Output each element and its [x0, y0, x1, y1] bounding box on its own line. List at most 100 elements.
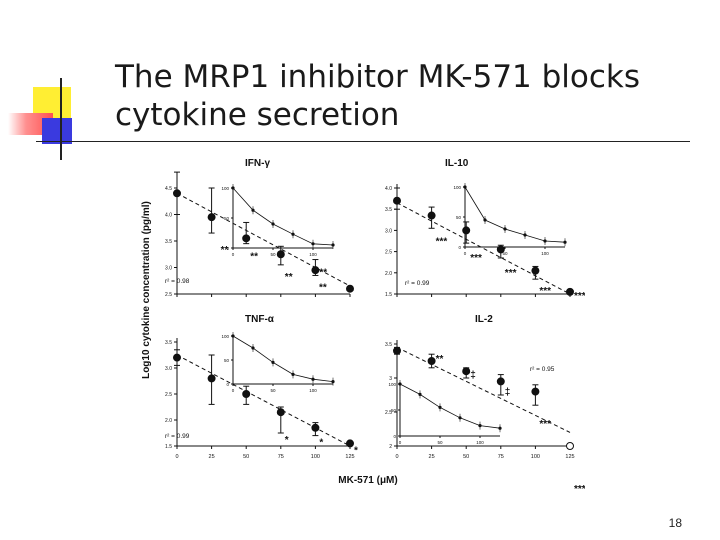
inset-x-tick-label: 100: [309, 388, 317, 393]
inset-data-point: [311, 377, 315, 381]
inset-data-point: [478, 424, 482, 428]
r-squared-label: r² = 0.95: [530, 366, 555, 373]
regression-line: [176, 192, 351, 287]
significance-label: **: [285, 272, 293, 283]
inset-y-tick-label: 50: [224, 216, 230, 221]
y-tick-label: 3.5: [165, 340, 172, 346]
significance-label: ***: [539, 419, 551, 430]
inset-y-tick-label: 0: [458, 245, 461, 250]
r-squared-label: r² = 0.98: [165, 278, 190, 285]
x-tick-label: 50: [463, 454, 469, 460]
chart-panel-2: TNF-α1.52.02.53.03.50 25 50 75 100 125* **r² =…: [165, 314, 358, 460]
inset-data-point: [398, 382, 402, 386]
inset-line: [464, 186, 566, 243]
data-point: [462, 226, 471, 235]
significance-label: *: [354, 445, 358, 456]
x-tick-label: 0: [175, 454, 178, 460]
data-point: [311, 266, 320, 275]
significance-label: ***: [574, 484, 585, 490]
y-tick-label: 3.5: [385, 207, 392, 213]
y-tick-label: 2.0: [165, 418, 172, 424]
inset-y-tick-label: 100: [221, 334, 229, 339]
data-point: [393, 196, 401, 205]
chart-title: IL-2: [475, 314, 493, 325]
significance-label: ***: [539, 286, 551, 297]
inset-chart: 0 50 100 0 50 100: [388, 380, 502, 445]
inset-data-point: [438, 405, 442, 409]
x-tick-label: 75: [498, 454, 504, 460]
y-tick-label: 2: [389, 444, 392, 450]
chart-panel-3: IL-2 2 2.5 3 3.5 0 25 50 75 100 125 ** ‡ ‡ *** *** r² = …: [385, 314, 586, 495]
significance-label: *: [285, 435, 289, 446]
title-underline-rule: [36, 141, 690, 142]
data-point: [276, 250, 285, 259]
data-point: [311, 423, 320, 432]
chart-title: IFN-γ: [245, 158, 270, 169]
inset-data-point: [523, 233, 527, 237]
data-point: [346, 439, 354, 448]
inset-y-tick-label: 100: [453, 185, 461, 190]
significance-label: **: [436, 354, 444, 365]
significance-label: **: [221, 245, 229, 256]
inset-data-point: [458, 416, 462, 420]
inset-x-tick-label: 50: [270, 252, 276, 257]
inset-chart: 0 50 100 0 50 100: [221, 332, 335, 393]
inset-data-point: [271, 222, 275, 226]
y-tick-label: 3: [389, 376, 392, 382]
inset-x-tick-label: 0: [399, 440, 402, 445]
y-tick-label: 4.0: [385, 186, 392, 192]
inset-y-tick-label: 100: [388, 382, 396, 387]
logo-blue-square: [42, 118, 72, 144]
inset-data-point: [231, 186, 235, 190]
x-tick-label: 0: [395, 454, 398, 460]
chart-title: IL-10: [445, 158, 469, 169]
inset-data-point: [331, 243, 335, 247]
inset-y-tick-label: 100: [221, 186, 229, 191]
inset-y-tick-label: 50: [456, 215, 462, 220]
x-tick-label: 25: [209, 454, 215, 460]
x-tick-label: 25: [429, 454, 435, 460]
y-tick-label: 3.5: [165, 239, 172, 245]
inset-data-point: [251, 208, 255, 212]
chart-title: TNF-α: [245, 314, 275, 325]
x-tick-label: 100: [531, 454, 540, 460]
y-tick-label: 2.5: [165, 292, 172, 298]
inset-y-tick-label: 50: [224, 358, 230, 363]
r-squared-label: r² = 0.99: [405, 280, 430, 287]
y-tick-label: 1.5: [385, 292, 392, 298]
significance-label: ‡: [505, 387, 511, 398]
inset-data-point: [331, 380, 335, 384]
inset-x-tick-label: 50: [437, 440, 443, 445]
y-tick-label: 4.0: [165, 213, 172, 219]
x-tick-label: 125: [345, 454, 354, 460]
data-point: [173, 353, 181, 362]
inset-x-tick-label: 0: [232, 388, 235, 393]
y-tick-label: 3.0: [385, 228, 392, 234]
inset-data-point: [563, 240, 567, 244]
x-tick-label: 50: [243, 454, 249, 460]
data-point: [566, 287, 574, 296]
inset-data-point: [271, 360, 275, 364]
inset-data-point: [503, 227, 507, 231]
data-point: [427, 357, 436, 365]
data-point: [276, 408, 285, 417]
data-point: [427, 211, 436, 220]
regression-line: [176, 354, 351, 447]
inset-data-point: [251, 346, 255, 350]
inset-line: [232, 335, 334, 382]
significance-label: ‡: [470, 370, 476, 381]
slide-title: The MRP1 inhibitor MK-571 blocks cytokin…: [115, 58, 705, 134]
inset-chart: 0 50 100 0 50 100: [453, 183, 567, 256]
data-point: [242, 390, 251, 398]
chart-panel-0: IFN-γ 2.5 3.0 3.5 4.0 4.5 ** ** ** ** ** r² = 0.98 0…: [165, 158, 354, 298]
significance-label: ***: [505, 268, 517, 279]
y-tick-label: 2.0: [385, 271, 392, 277]
inset-x-tick-label: 100: [309, 252, 317, 257]
inset-data-point: [311, 242, 315, 246]
inset-data-point: [231, 334, 235, 338]
data-point: [531, 387, 540, 396]
figure-ylabel: Log10 cytokine concentration (pg/ml): [141, 201, 152, 379]
data-point: [242, 234, 251, 243]
inset-y-tick-label: 0: [393, 434, 396, 439]
significance-label: **: [319, 267, 327, 278]
